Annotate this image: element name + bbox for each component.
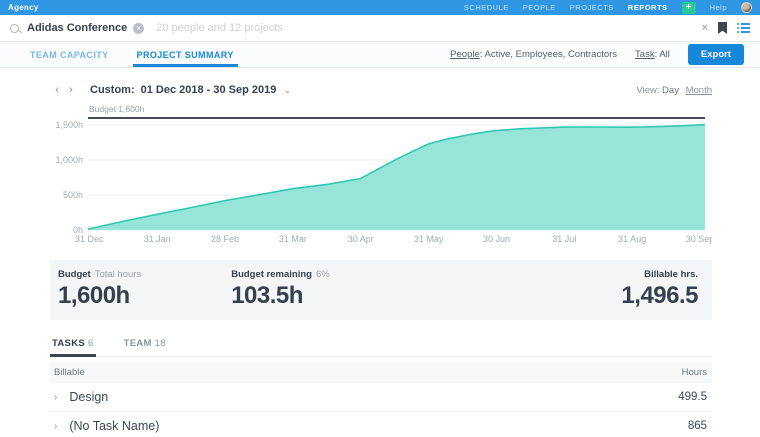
- svg-text:31 Jul: 31 Jul: [552, 234, 576, 244]
- add-button[interactable]: +: [681, 1, 696, 14]
- svg-text:31 May: 31 May: [414, 234, 444, 244]
- tab-project-summary[interactable]: PROJECT SUMMARY: [132, 42, 238, 67]
- bookmark-icon[interactable]: [718, 22, 727, 34]
- brand-label: Agency: [8, 3, 39, 12]
- top-nav-items: SCHEDULE PEOPLE PROJECTS REPORTS + Help: [463, 1, 752, 14]
- billable-value: 1,496.5: [621, 282, 698, 309]
- nav-item-reports[interactable]: REPORTS: [627, 3, 668, 12]
- summary-bar: Budget Total hours 1,600h Budget remainin…: [50, 260, 712, 320]
- svg-text:1,000h: 1,000h: [55, 155, 83, 165]
- date-navigation: ‹ › Custom: 01 Dec 2018 - 30 Sep 2019 ⌄ …: [50, 84, 712, 96]
- next-period-button[interactable]: ›: [69, 84, 73, 96]
- chevron-right-icon[interactable]: ›: [54, 391, 58, 403]
- area-chart-canvas: 0h 500h 1,000h 1,500h Budget 1,600h 31 Dec 31 …: [55, 104, 712, 244]
- task-filter-label[interactable]: Task: [635, 49, 655, 60]
- svg-text:31 Aug: 31 Aug: [618, 234, 646, 244]
- nav-item-schedule[interactable]: SCHEDULE: [463, 3, 509, 12]
- tab-team-capacity[interactable]: TEAM CAPACITY: [30, 49, 109, 60]
- budget-remaining-value: 103.5h: [231, 282, 303, 309]
- table-row[interactable]: › Design 499.5: [50, 383, 712, 412]
- table-header: Billable Hours: [50, 362, 712, 383]
- view-day-option[interactable]: Day: [662, 84, 679, 96]
- svg-text:31 Mar: 31 Mar: [279, 234, 307, 244]
- svg-text:31 Jan: 31 Jan: [144, 234, 171, 244]
- nav-item-projects[interactable]: PROJECTS: [569, 3, 614, 12]
- tab-tasks[interactable]: TASKS 6: [50, 338, 96, 357]
- svg-text:31 Dec: 31 Dec: [75, 234, 104, 244]
- task-hours: 499.5: [678, 391, 707, 403]
- date-range-picker[interactable]: 01 Dec 2018 - 30 Sep 2019: [140, 84, 277, 96]
- search-icon: [10, 23, 19, 33]
- task-filter[interactable]: Task: All: [635, 49, 670, 60]
- svg-text:0h: 0h: [73, 225, 83, 235]
- nav-item-people[interactable]: PEOPLE: [522, 3, 556, 12]
- user-avatar[interactable]: [741, 2, 752, 13]
- report-toolbar: TEAM CAPACITY PROJECT SUMMARY People: Act…: [0, 41, 760, 68]
- top-nav-bar: Agency SCHEDULE PEOPLE PROJECTS REPORTS + H…: [0, 0, 760, 15]
- svg-text:30 Jun: 30 Jun: [483, 234, 510, 244]
- chevron-right-icon[interactable]: ›: [54, 420, 58, 432]
- svg-text:30 Apr: 30 Apr: [348, 234, 374, 244]
- help-link[interactable]: Help: [709, 3, 727, 12]
- billable-summary: Billable hrs. 1,496.5: [621, 269, 698, 310]
- view-label: View:: [636, 84, 660, 96]
- billable-label: Billable hrs.: [644, 269, 698, 280]
- report-tabs: TEAM CAPACITY PROJECT SUMMARY: [30, 42, 238, 67]
- people-filter-value: : Active, Employees, Contractors: [479, 49, 618, 60]
- search-input[interactable]: 20 people and 12 projects: [156, 22, 283, 34]
- table-row[interactable]: › (No Task Name) 865: [50, 412, 712, 437]
- budget-remaining-label: Budget remaining: [231, 269, 312, 280]
- saved-reports-icon[interactable]: [737, 23, 750, 33]
- svg-text:500h: 500h: [63, 190, 83, 200]
- budget-remaining-summary: Budget remaining 6% 103.5h: [231, 269, 330, 310]
- svg-text:1,500h: 1,500h: [55, 120, 83, 130]
- view-toggle: View: Day Month: [636, 85, 712, 96]
- chevron-down-icon[interactable]: ⌄: [284, 85, 292, 95]
- people-filter-label[interactable]: People: [450, 49, 480, 60]
- task-filter-value: : All: [654, 49, 670, 60]
- budget-remaining-percent: 6%: [315, 269, 330, 280]
- view-month-option[interactable]: Month: [685, 84, 712, 96]
- budget-total-value: 1,600h: [58, 282, 130, 309]
- people-filter[interactable]: People: Active, Employees, Contractors: [450, 49, 617, 60]
- breakdown-tabs: TASKS 6 TEAM 18: [50, 338, 712, 357]
- remove-filter-icon[interactable]: ×: [133, 22, 145, 34]
- tab-team[interactable]: TEAM 18: [123, 338, 166, 349]
- budget-summary: Budget Total hours 1,600h: [58, 269, 141, 310]
- export-button[interactable]: Export: [687, 44, 744, 65]
- clear-search-icon[interactable]: ×: [701, 21, 708, 34]
- task-name: Design: [69, 390, 109, 404]
- budget-label: Budget: [58, 269, 91, 280]
- search-filter-tag[interactable]: Adidas Conference: [27, 22, 128, 34]
- search-bar: Adidas Conference × 20 people and 12 pro…: [0, 15, 760, 41]
- billable-column-header: Billable: [54, 367, 85, 378]
- svg-text:30 Sep: 30 Sep: [686, 234, 712, 244]
- prev-period-button[interactable]: ‹: [55, 84, 59, 96]
- date-mode-label: Custom:: [90, 84, 135, 96]
- budget-sublabel: Total hours: [94, 269, 142, 280]
- budget-burn-chart: 0h 500h 1,000h 1,500h Budget 1,600h 31 Dec 31 …: [50, 100, 712, 246]
- task-name: (No Task Name): [69, 419, 160, 433]
- hours-column-header: Hours: [681, 367, 707, 378]
- task-hours: 865: [687, 420, 707, 432]
- svg-text:28 Feb: 28 Feb: [211, 234, 239, 244]
- svg-text:Budget 1,600h: Budget 1,600h: [89, 104, 145, 114]
